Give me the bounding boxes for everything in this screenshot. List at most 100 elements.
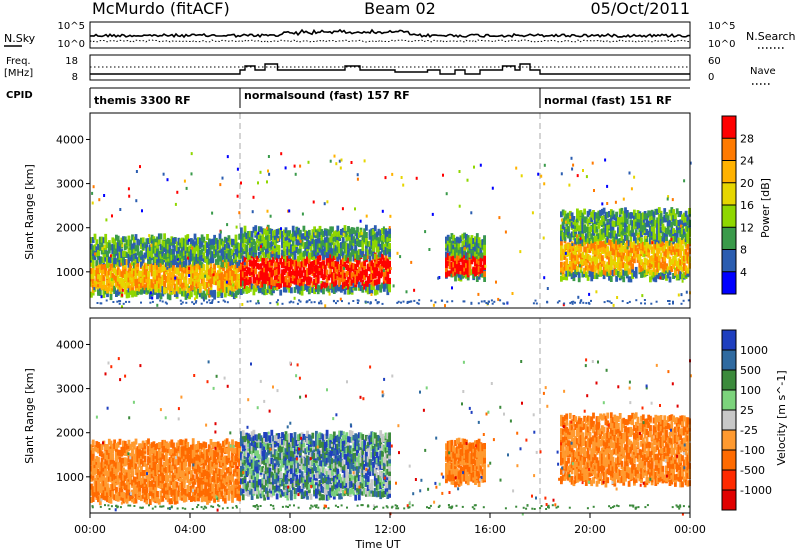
echo-cell xyxy=(288,239,291,246)
echo-cell xyxy=(641,262,645,269)
echo-cell xyxy=(641,241,645,248)
freq-tick-top: 18 xyxy=(65,56,78,67)
echo-cell xyxy=(618,262,622,269)
echo-cell xyxy=(161,258,165,265)
echo-cell xyxy=(475,233,479,240)
echo-cell xyxy=(250,260,254,267)
echo-cell xyxy=(206,281,209,288)
echo-cell xyxy=(334,266,338,273)
echo-cell xyxy=(118,269,122,276)
echo-cell xyxy=(232,245,236,252)
echo-cell xyxy=(372,245,375,252)
echo-cell xyxy=(273,274,277,280)
echo-cell xyxy=(686,243,690,250)
echo-cell xyxy=(649,232,652,239)
echo-cell xyxy=(248,230,252,237)
echo-cell xyxy=(675,260,679,267)
echo-cell xyxy=(116,449,120,456)
echo-cell xyxy=(182,284,186,291)
echo-cell xyxy=(370,239,374,246)
echo-cell xyxy=(111,279,115,286)
echo-cell xyxy=(150,485,154,492)
echo-point xyxy=(187,256,189,260)
echo-point xyxy=(667,195,670,199)
echo-cell xyxy=(95,282,99,289)
echo-cell xyxy=(266,273,270,280)
echo-cell xyxy=(297,255,300,262)
echo-cell xyxy=(650,209,654,216)
echo-cell xyxy=(127,462,131,469)
echo-cell xyxy=(661,216,665,223)
echo-cell xyxy=(593,273,597,279)
echo-cell xyxy=(338,271,341,278)
echo-point xyxy=(643,253,646,257)
echo-cell xyxy=(90,444,93,451)
echo-cell xyxy=(148,263,152,270)
ground-scatter-point xyxy=(397,300,400,303)
echo-cell xyxy=(270,228,274,235)
echo-cell xyxy=(323,282,327,289)
echo-cell xyxy=(652,252,656,258)
echo-cell xyxy=(265,251,268,258)
echo-cell xyxy=(238,233,241,240)
ground-scatter-point xyxy=(434,301,437,304)
echo-cell xyxy=(236,242,240,249)
echo-cell xyxy=(666,243,670,250)
echo-cell xyxy=(248,259,252,266)
echo-cell xyxy=(640,225,643,232)
echo-cell xyxy=(182,290,186,297)
echo-cell xyxy=(222,274,225,281)
echo-cell xyxy=(125,478,129,485)
echo-cell xyxy=(640,266,643,273)
nave-tick-bottom: 0 xyxy=(708,72,714,83)
echo-cell xyxy=(286,264,290,271)
echo-cell xyxy=(284,241,288,248)
echo-cell xyxy=(125,459,129,466)
ground-scatter-point xyxy=(644,302,646,305)
echo-cell xyxy=(670,249,674,256)
echo-cell xyxy=(120,249,124,256)
echo-cell xyxy=(384,282,388,289)
echo-cell xyxy=(368,240,372,247)
echo-cell xyxy=(338,285,341,292)
echo-cell xyxy=(602,215,606,222)
echo-point xyxy=(257,259,260,263)
echo-cell xyxy=(448,255,452,262)
echo-cell xyxy=(225,237,229,244)
echo-cell xyxy=(202,290,206,297)
echo-point xyxy=(307,160,310,164)
echo-cell xyxy=(463,239,466,246)
echo-cell xyxy=(145,276,149,283)
echo-cell xyxy=(131,271,134,278)
echo-cell xyxy=(266,261,270,268)
echo-point xyxy=(384,176,387,180)
echo-cell xyxy=(684,248,688,255)
echo-cell xyxy=(188,293,191,300)
ground-scatter-point xyxy=(122,302,125,305)
echo-cell xyxy=(450,267,454,274)
echo-cell xyxy=(624,216,627,223)
echo-cell xyxy=(111,443,115,450)
echo-cell xyxy=(115,270,118,276)
echo-cell xyxy=(225,277,229,284)
echo-cell xyxy=(138,461,141,468)
echo-cell xyxy=(652,216,656,223)
echo-cell xyxy=(652,256,656,263)
echo-cell xyxy=(588,255,592,262)
echo-cell xyxy=(325,230,329,237)
echo-cell xyxy=(286,230,290,237)
echo-cell xyxy=(617,243,620,250)
echo-point xyxy=(276,286,279,290)
ground-scatter-point xyxy=(585,302,588,305)
echo-cell xyxy=(156,269,159,276)
echo-cell xyxy=(472,238,476,244)
echo-cell xyxy=(365,245,368,252)
echo-cell xyxy=(98,244,102,251)
echo-cell xyxy=(298,276,302,283)
echo-cell xyxy=(243,271,247,278)
echo-cell xyxy=(613,249,617,256)
echo-cell xyxy=(109,465,113,472)
echo-cell xyxy=(654,242,658,249)
ground-scatter-point xyxy=(161,300,164,303)
ground-scatter-point xyxy=(128,300,131,303)
